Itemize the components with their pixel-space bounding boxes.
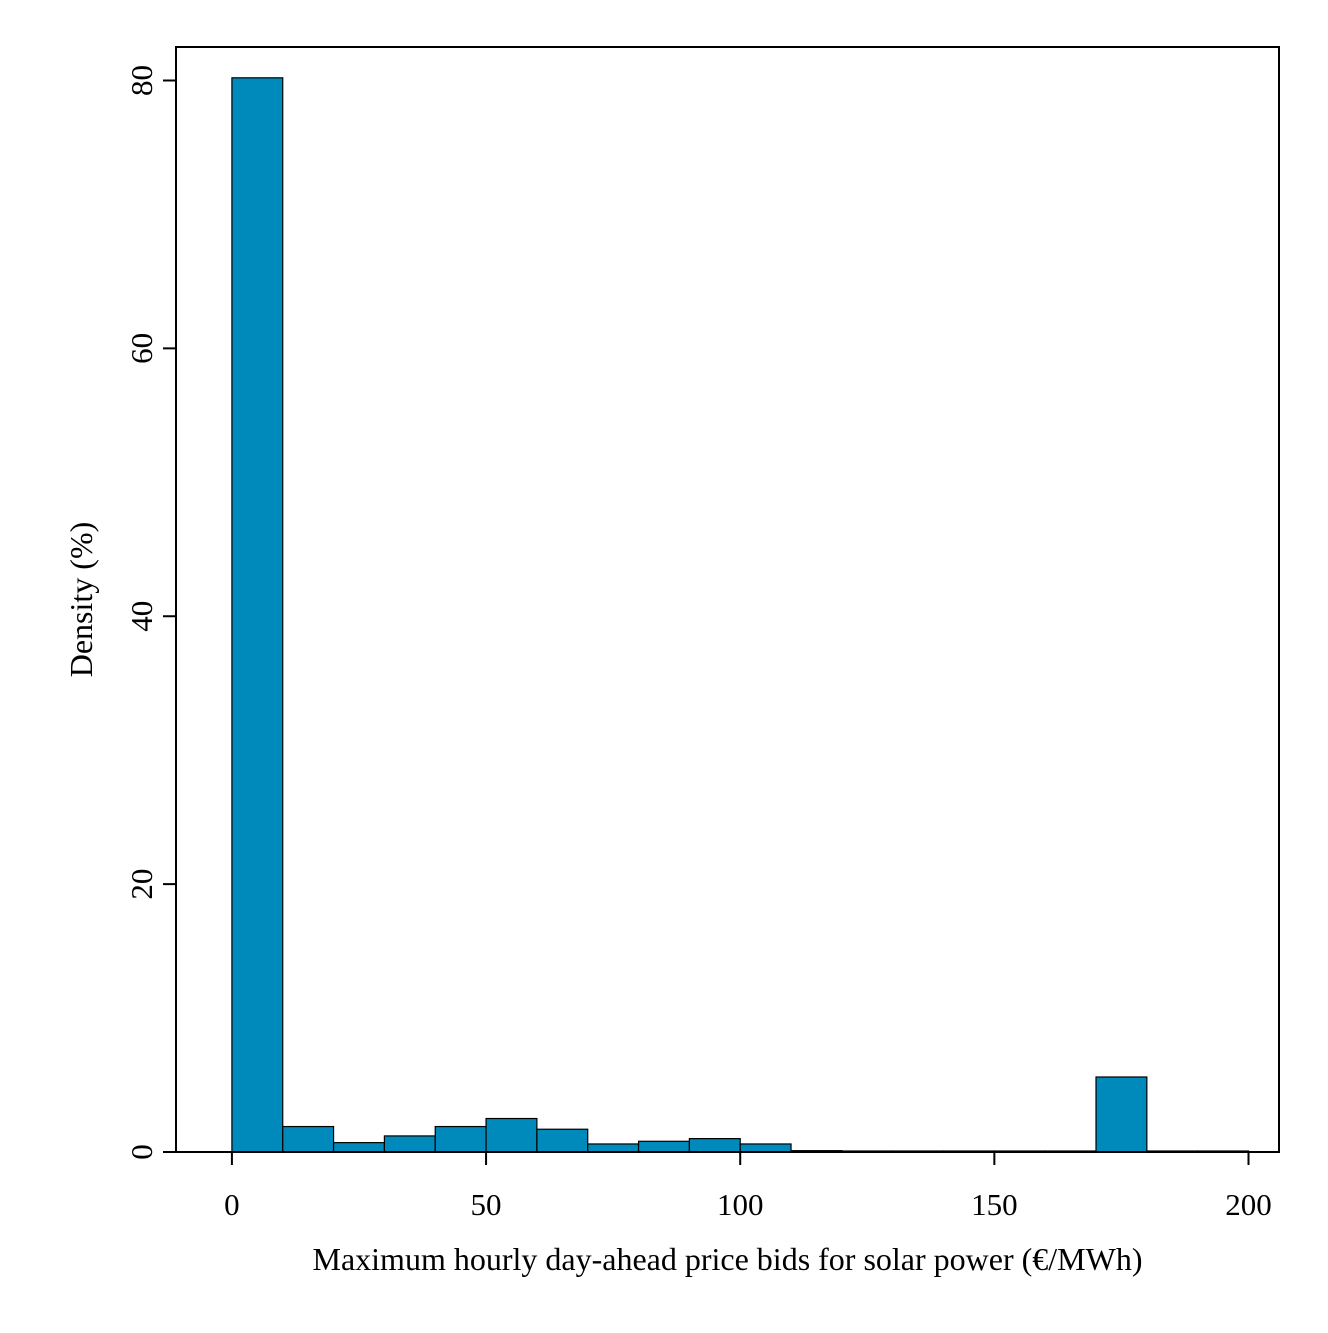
y-tick-label: 0 xyxy=(124,1144,159,1160)
y-tick-label: 80 xyxy=(124,65,159,96)
y-tick-label: 60 xyxy=(124,333,159,364)
histogram-bar xyxy=(688,1138,741,1153)
x-axis: 0 50 100 150 200 xyxy=(224,1152,1272,1222)
y-axis: 0 20 40 60 80 xyxy=(124,65,176,1160)
x-tick-label: 150 xyxy=(971,1187,1018,1222)
y-axis-title: Density (%) xyxy=(63,522,99,678)
histogram-bar xyxy=(1095,1076,1148,1153)
histogram-bar xyxy=(434,1125,487,1153)
histogram-bar xyxy=(637,1140,690,1153)
x-tick-label: 200 xyxy=(1225,1187,1272,1222)
bars-layer xyxy=(231,77,1250,1153)
histogram-bar xyxy=(587,1143,640,1153)
histogram-bar xyxy=(231,77,284,1153)
x-axis-title: Maximum hourly day-ahead price bids for … xyxy=(313,1241,1143,1277)
y-tick-label: 40 xyxy=(124,601,159,632)
y-tick-label: 20 xyxy=(124,869,159,900)
x-tick-label: 50 xyxy=(471,1187,502,1222)
histogram-bar xyxy=(485,1117,538,1153)
histogram-bar xyxy=(739,1143,792,1153)
x-tick-label: 0 xyxy=(224,1187,240,1222)
histogram-bar xyxy=(536,1128,589,1153)
plot-frame xyxy=(175,46,1280,1153)
histogram-bar xyxy=(383,1135,436,1153)
histogram-bar xyxy=(332,1142,386,1153)
x-tick-label: 100 xyxy=(717,1187,764,1222)
histogram-bar xyxy=(282,1125,335,1153)
